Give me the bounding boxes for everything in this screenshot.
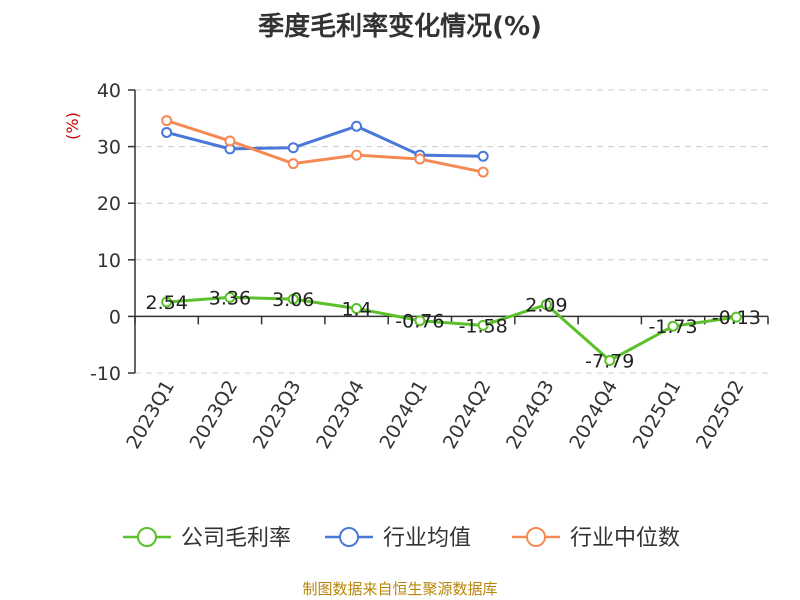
data-label: -0.76 (395, 311, 444, 333)
data-point[interactable] (287, 158, 299, 170)
y-axis-unit-label: (%) (63, 112, 82, 140)
data-point[interactable] (161, 126, 173, 138)
series-line-2 (166, 119, 484, 174)
x-tick-label: 2025Q2 (692, 377, 749, 453)
y-tick-label: -10 (90, 363, 121, 385)
data-point[interactable] (161, 296, 173, 308)
data-point[interactable] (414, 315, 426, 327)
data-point[interactable] (604, 354, 616, 366)
data-point[interactable] (161, 115, 173, 127)
data-point[interactable] (351, 149, 363, 161)
data-label: 3.36 (209, 287, 251, 309)
legend-label: 公司毛利率 (181, 526, 291, 551)
y-tick-label: 20 (97, 193, 121, 215)
data-point[interactable] (730, 311, 742, 323)
series-lines (161, 115, 742, 366)
data-label: -1.73 (648, 316, 697, 338)
legend-marker-icon (137, 527, 157, 547)
series-line-0 (166, 295, 737, 362)
x-tick-label: 2023Q2 (186, 377, 243, 453)
y-tick-label: 10 (97, 250, 121, 272)
x-tick-label: 2024Q1 (375, 377, 432, 453)
data-point[interactable] (540, 299, 552, 311)
x-tick-label: 2024Q3 (502, 377, 559, 453)
source-note: 制图数据来自恒生聚源数据库 (302, 580, 498, 598)
legend-marker-icon (526, 527, 546, 547)
series-line-1 (166, 124, 484, 158)
x-tick-label: 2025Q1 (629, 377, 686, 453)
x-tick-label: 2023Q3 (249, 377, 306, 453)
legend[interactable]: 公司毛利率 行业均值 行业中位数 (123, 526, 680, 551)
data-point[interactable] (224, 135, 236, 147)
x-tick-label: 2024Q4 (565, 377, 622, 453)
chart-title: 季度毛利率变化情况(%) (258, 12, 542, 42)
x-tick-label: 2023Q4 (312, 377, 369, 453)
data-point[interactable] (477, 150, 489, 162)
data-label: -0.13 (712, 307, 761, 329)
legend-label: 行业中位数 (570, 526, 680, 551)
x-tick-label: 2024Q2 (439, 377, 496, 453)
y-tick-label: 0 (109, 306, 121, 328)
data-label: -7.79 (585, 350, 634, 372)
data-label: 3.06 (272, 289, 314, 311)
data-point[interactable] (477, 319, 489, 331)
data-point[interactable] (287, 142, 299, 154)
legend-item-1[interactable]: 行业均值 (325, 526, 471, 551)
data-point[interactable] (287, 293, 299, 305)
legend-item-2[interactable]: 行业中位数 (512, 526, 680, 551)
y-tick-label: 30 (97, 137, 121, 159)
x-tick-label: 2023Q1 (122, 377, 179, 453)
data-point[interactable] (351, 120, 363, 132)
data-point[interactable] (414, 153, 426, 165)
data-point[interactable] (477, 166, 489, 178)
data-point[interactable] (351, 302, 363, 314)
data-label: 2.09 (525, 295, 567, 317)
data-label: 1.4 (341, 298, 371, 320)
legend-marker-icon (339, 527, 359, 547)
data-point[interactable] (667, 320, 679, 332)
data-label: -1.58 (459, 315, 508, 337)
legend-item-0[interactable]: 公司毛利率 (123, 526, 291, 551)
data-labels: 2.54 3.36 3.06 1.4 -0.76 -1.58 2.09 -7.79 -1.73-… (145, 287, 760, 372)
data-label: 2.54 (145, 292, 187, 314)
legend-label: 行业均值 (383, 526, 471, 551)
y-tick-label: 40 (97, 80, 121, 102)
data-point[interactable] (224, 291, 236, 303)
